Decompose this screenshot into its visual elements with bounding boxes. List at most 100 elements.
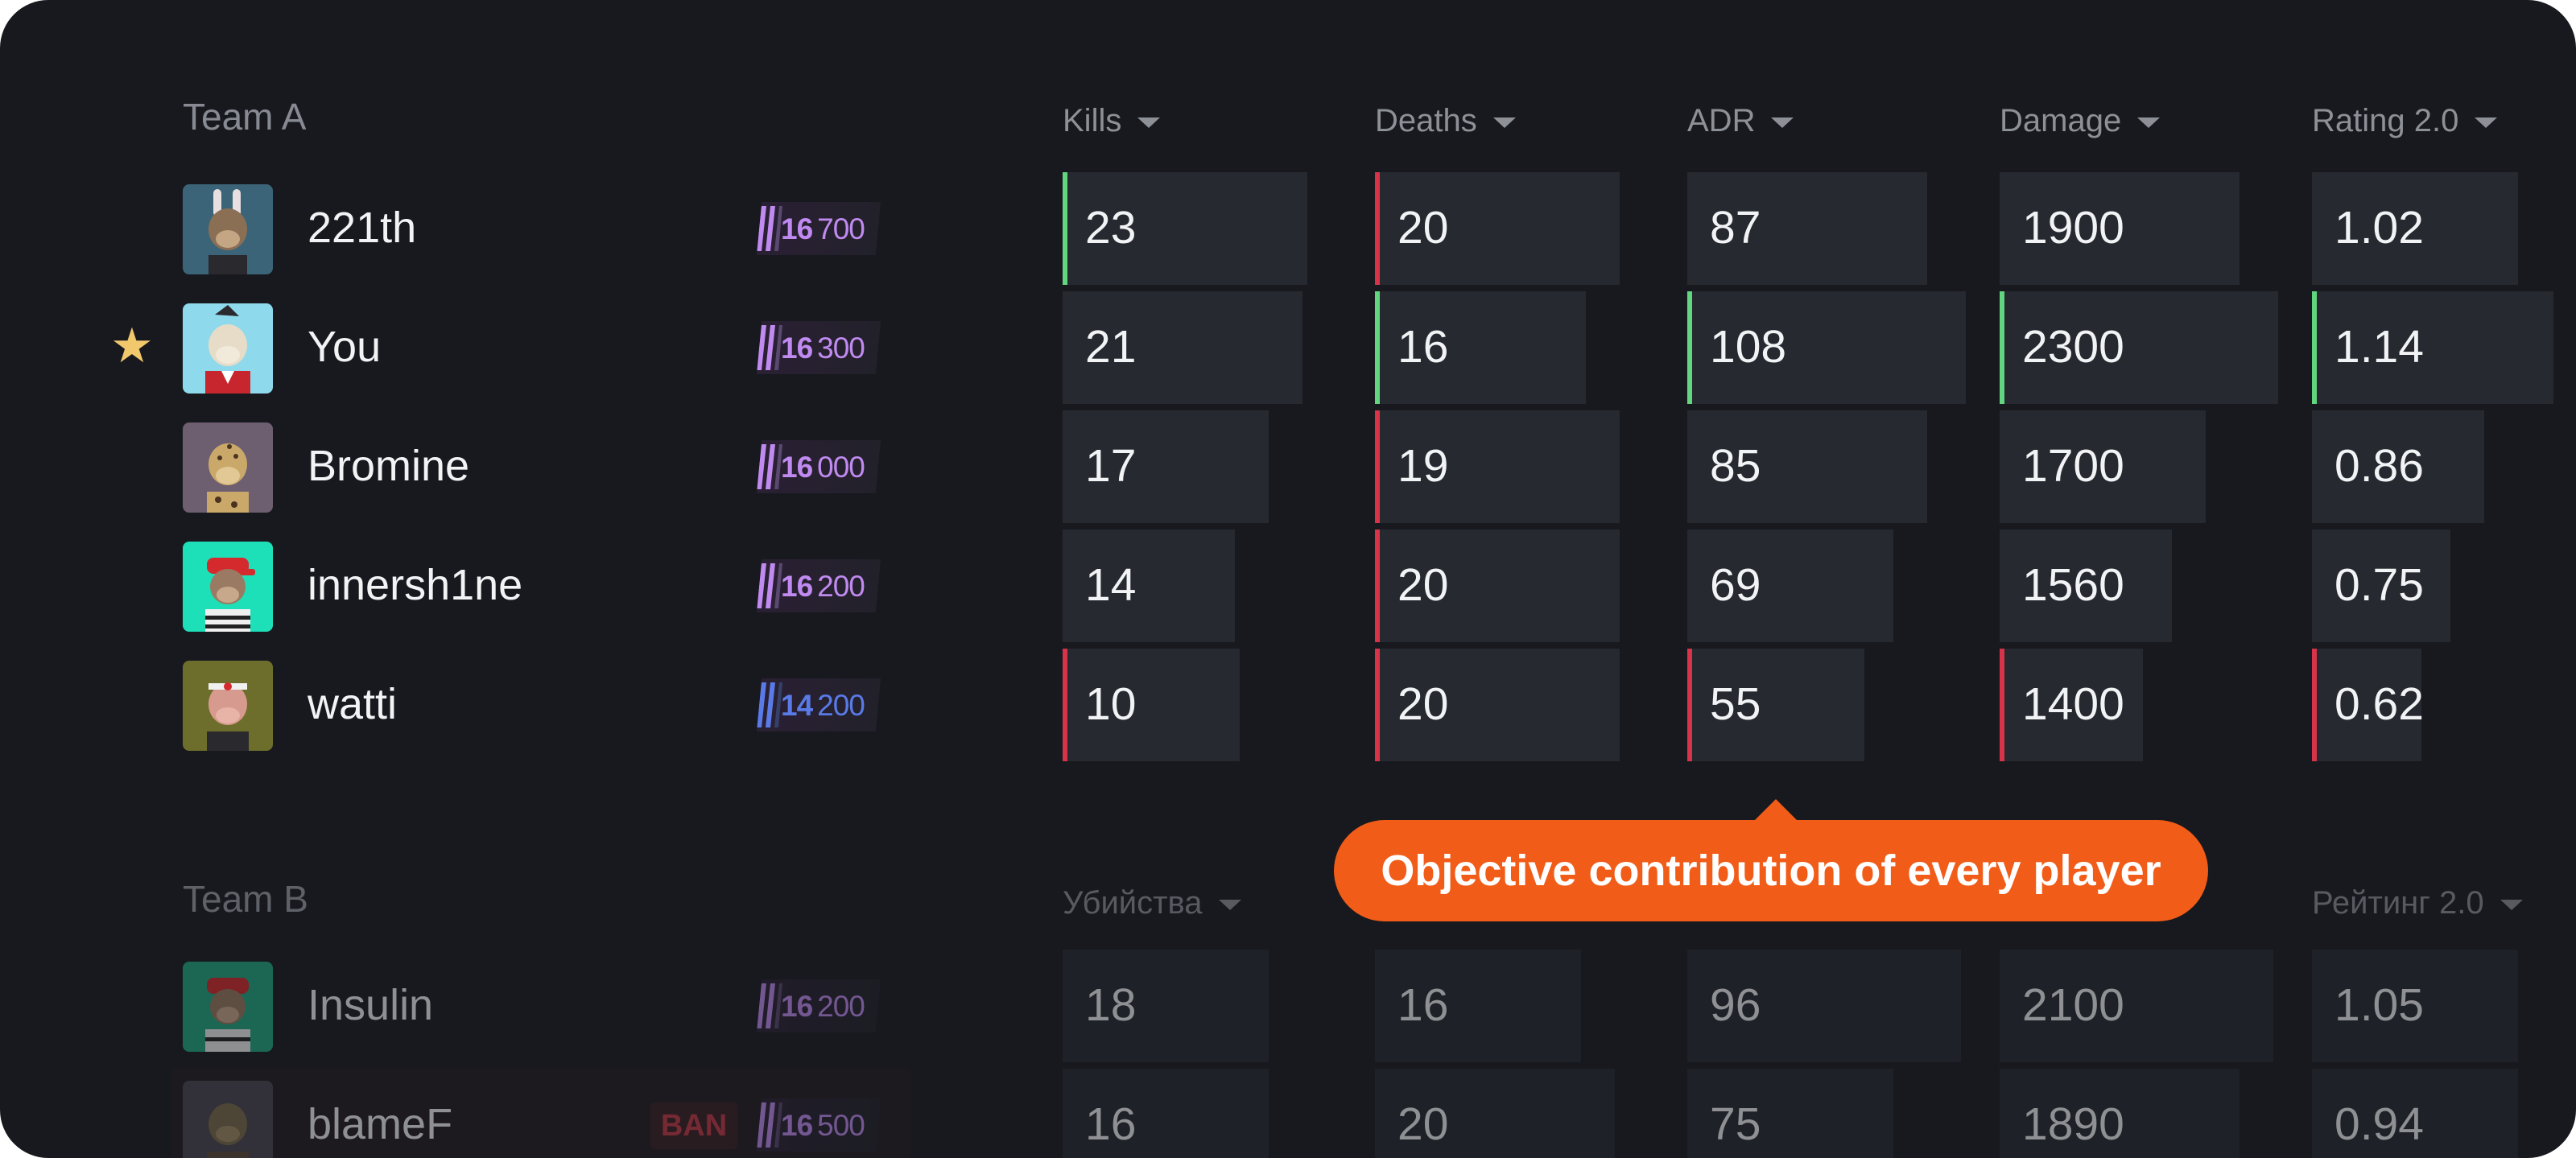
stat-value: 1.05: [2334, 979, 2424, 1031]
header-label: Рейтинг 2.0: [2312, 885, 2484, 921]
chevron-down-icon: [2137, 117, 2161, 128]
stat-value: 20: [1397, 678, 1449, 730]
stat-damage: 1700: [2000, 410, 2206, 523]
team-b-title: Team B: [183, 878, 308, 920]
stat-rating: 0.86: [2312, 410, 2484, 523]
sort-header-rating-ru[interactable]: Рейтинг 2.0: [2312, 885, 2523, 921]
player-name[interactable]: watti: [308, 680, 398, 728]
elo-value-lead: 16: [781, 1109, 813, 1142]
sort-header-deaths[interactable]: Deaths: [1375, 103, 1516, 139]
chevron-down-icon: [2475, 117, 2498, 128]
elo-value: 16 500: [781, 1109, 865, 1143]
sort-header-rating[interactable]: Rating 2.0: [2312, 103, 2498, 139]
stat-value: 2300: [2022, 321, 2124, 373]
header-label: Kills: [1063, 103, 1122, 138]
elo-badge: 16 200: [757, 979, 881, 1032]
player-name[interactable]: Insulin: [308, 981, 434, 1029]
stat-damage: 1400: [2000, 649, 2143, 761]
elo-badge: 16 500: [757, 1098, 881, 1152]
elo-value: 16 200: [781, 570, 865, 604]
stat-damage: 2100: [2000, 950, 2273, 1062]
stat-value: 10: [1085, 678, 1137, 730]
stat-rating: 1.02: [2312, 172, 2518, 285]
header-label: Rating 2.0: [2312, 103, 2459, 138]
sort-header-damage[interactable]: Damage: [2000, 103, 2161, 139]
ape-avatar-headband-icon: [183, 661, 273, 751]
elo-value: 16 700: [781, 212, 865, 246]
stat-value: 23: [1085, 202, 1137, 253]
elo-value-rest: 200: [817, 990, 865, 1023]
stat-value: 108: [1710, 321, 1787, 373]
elo-badge: 16 200: [757, 559, 881, 612]
header-label: Deaths: [1375, 103, 1477, 138]
elo-value-lead: 16: [781, 451, 813, 484]
stat-value: 1700: [2022, 440, 2124, 492]
stat-adr: 55: [1687, 649, 1864, 761]
feature-tooltip: Objective contribution of every player: [1334, 820, 2208, 921]
stat-damage: 1560: [2000, 530, 2172, 642]
player-name[interactable]: blameF: [308, 1100, 453, 1148]
stat-damage: 2300: [2000, 291, 2278, 404]
stat-deaths: 16: [1375, 950, 1581, 1062]
stat-damage: 1890: [2000, 1069, 2240, 1158]
stat-deaths: 20: [1375, 172, 1620, 285]
sort-header-adr[interactable]: ADR: [1687, 103, 1794, 139]
stat-adr: 75: [1687, 1069, 1893, 1158]
elo-value-lead: 16: [781, 212, 813, 245]
stat-rating: 1.05: [2312, 950, 2518, 1062]
elo-value-rest: 500: [817, 1109, 865, 1142]
elo-value: 16 300: [781, 332, 865, 365]
stat-value: 0.86: [2334, 440, 2424, 492]
elo-value-lead: 14: [781, 689, 813, 722]
stat-value: 1890: [2022, 1098, 2124, 1150]
star-icon: ★: [110, 319, 154, 373]
stat-value: 2100: [2022, 979, 2124, 1031]
stat-value: 18: [1085, 979, 1137, 1031]
stat-value: 17: [1085, 440, 1137, 492]
stat-adr: 69: [1687, 530, 1893, 642]
player-name[interactable]: 221th: [308, 204, 417, 252]
player-name[interactable]: innersh1ne: [308, 561, 523, 609]
header-label: ADR: [1687, 103, 1756, 138]
stat-value: 55: [1710, 678, 1761, 730]
stat-value: 87: [1710, 202, 1761, 253]
stat-value: 75: [1710, 1098, 1761, 1150]
stat-kills: 21: [1063, 291, 1302, 404]
sort-header-kills[interactable]: Kills: [1063, 103, 1161, 139]
stat-value: 21: [1085, 321, 1137, 373]
stat-value: 0.62: [2334, 678, 2424, 730]
chevron-down-icon: [2500, 900, 2523, 910]
stat-damage: 1900: [2000, 172, 2240, 285]
stat-adr: 108: [1687, 291, 1966, 404]
elo-value: 16 000: [781, 451, 865, 484]
stat-adr: 96: [1687, 950, 1961, 1062]
sort-header-kills-ru[interactable]: Убийства: [1063, 885, 1241, 921]
stat-value: 14: [1085, 559, 1137, 611]
elo-level-bars-icon: [757, 682, 782, 727]
stat-kills: 14: [1063, 530, 1235, 642]
stat-deaths: 20: [1375, 530, 1620, 642]
elo-level-bars-icon: [757, 983, 782, 1028]
chevron-down-icon: [1771, 117, 1794, 128]
elo-level-bars-icon: [757, 444, 782, 489]
player-name[interactable]: Bromine: [308, 442, 470, 490]
elo-badge: 14 200: [757, 678, 881, 731]
stat-value: 1.14: [2334, 321, 2424, 373]
elo-level-bars-icon: [757, 563, 782, 608]
chevron-down-icon: [1137, 117, 1161, 128]
elo-level-bars-icon: [757, 325, 782, 370]
chevron-down-icon: [1492, 117, 1516, 128]
elo-value-rest: 700: [817, 212, 865, 245]
elo-value-rest: 000: [817, 451, 865, 484]
stat-value: 16: [1085, 1098, 1137, 1150]
header-label: Damage: [2000, 103, 2122, 138]
stat-value: 85: [1710, 440, 1761, 492]
stat-value: 20: [1397, 1098, 1449, 1150]
elo-level-bars-icon: [757, 1102, 782, 1148]
player-name[interactable]: You: [308, 323, 382, 371]
elo-level-bars-icon: [757, 206, 782, 251]
stat-rating: 0.62: [2312, 649, 2424, 761]
elo-value: 14 200: [781, 689, 865, 723]
ape-avatar-red-cap-icon: [183, 542, 273, 632]
